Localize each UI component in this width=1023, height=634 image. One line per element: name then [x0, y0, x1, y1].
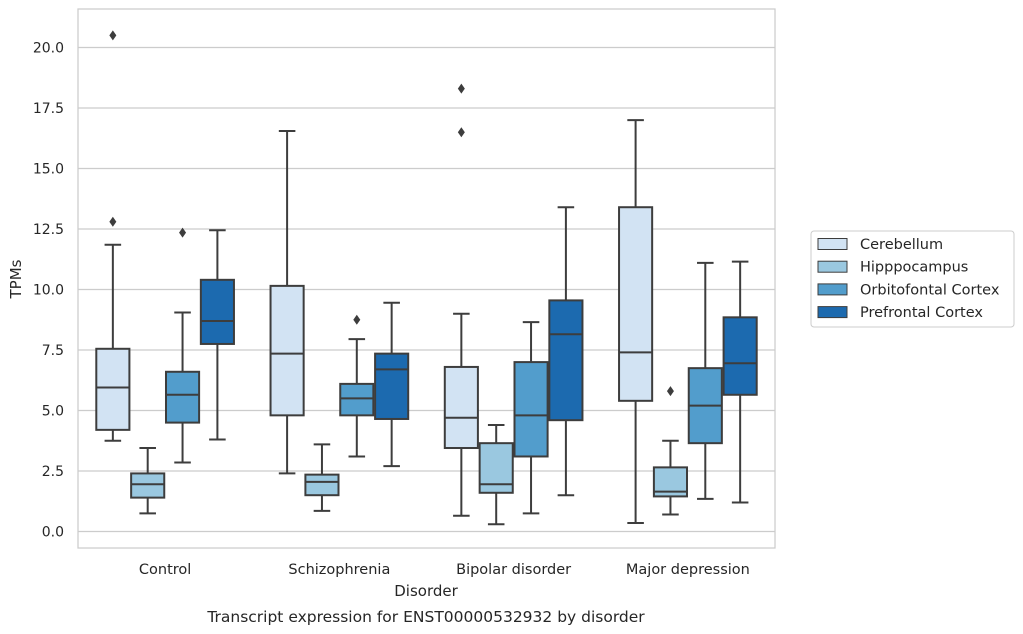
outlier-point — [457, 127, 465, 138]
box-group — [722, 260, 758, 504]
y-tick-label: 20.0 — [33, 41, 64, 57]
box-group — [618, 119, 654, 525]
legend-swatch — [817, 306, 848, 319]
box-group — [478, 424, 514, 526]
box-group — [304, 443, 340, 512]
legend-frame — [810, 230, 1015, 328]
y-tick-label: 5.0 — [42, 404, 64, 420]
box-iqr — [618, 206, 654, 402]
chart-caption: Transcript expression for ENST0000053293… — [206, 608, 645, 626]
x-tick-label: Bipolar disorder — [456, 562, 571, 578]
x-tick-label: Control — [139, 562, 191, 578]
y-tick-label: 7.5 — [42, 343, 64, 359]
box-group — [687, 261, 723, 500]
boxes-layer — [95, 30, 758, 526]
box-iqr — [478, 442, 514, 494]
box-iqr — [304, 473, 340, 497]
outlier-point — [179, 227, 187, 238]
box-group — [443, 83, 479, 517]
outlier-point — [457, 83, 465, 94]
outlier-point — [666, 386, 674, 397]
outlier-point — [353, 314, 361, 325]
legend: Cerebellum Hipppocampus Orbitofontal Corte… — [810, 230, 1015, 328]
box-group — [374, 301, 410, 468]
box-iqr — [339, 382, 375, 417]
box-group — [164, 227, 201, 464]
box-group — [269, 129, 305, 475]
legend-label: Cerebellum — [860, 237, 943, 253]
box-iqr — [164, 370, 201, 424]
box-iqr — [95, 347, 131, 431]
legend-swatch — [817, 238, 848, 250]
legend-swatch — [817, 260, 848, 273]
x-tick-label: Schizophrenia — [288, 562, 390, 578]
box-iqr — [513, 361, 549, 458]
legend-label: Prefrontal Cortex — [860, 305, 983, 321]
box-group — [95, 30, 131, 442]
y-axis-label: TPMs — [7, 259, 25, 299]
legend-label: Orbitofontal Cortex — [860, 282, 1000, 298]
legend-label: Hipppocampus — [860, 260, 968, 276]
plot-frame — [77, 8, 776, 549]
box-iqr — [199, 278, 235, 345]
box-iqr — [548, 299, 584, 422]
y-tick-label: 2.5 — [42, 464, 64, 480]
box-group — [199, 229, 235, 441]
box-iqr — [374, 352, 410, 420]
box-group — [513, 321, 549, 515]
y-tick-label: 15.0 — [33, 162, 64, 178]
x-tick-labels: Control Schizophrenia Bipolar disorder Majo… — [139, 562, 750, 578]
outlier-point — [109, 216, 117, 227]
box-iqr — [722, 316, 758, 396]
box-iqr — [269, 284, 305, 417]
box-group — [548, 206, 584, 497]
box-group — [339, 314, 375, 458]
y-tick-label: 0.0 — [42, 525, 64, 541]
outlier-point — [109, 30, 117, 41]
y-tick-label: 12.5 — [33, 222, 64, 238]
y-tick-labels: 0.0 2.5 5.0 7.5 10.0 12.5 15.0 17.5 20.0 — [33, 41, 64, 541]
x-axis-label: Disorder — [394, 582, 458, 600]
y-tick-label: 17.5 — [33, 101, 64, 117]
box-group — [130, 447, 166, 515]
box-iqr — [130, 472, 166, 499]
box-group — [652, 386, 689, 516]
box-iqr — [443, 365, 479, 450]
y-tick-label: 10.0 — [33, 283, 64, 299]
x-tick-label: Major depression — [626, 562, 750, 578]
legend-swatch — [817, 283, 848, 296]
